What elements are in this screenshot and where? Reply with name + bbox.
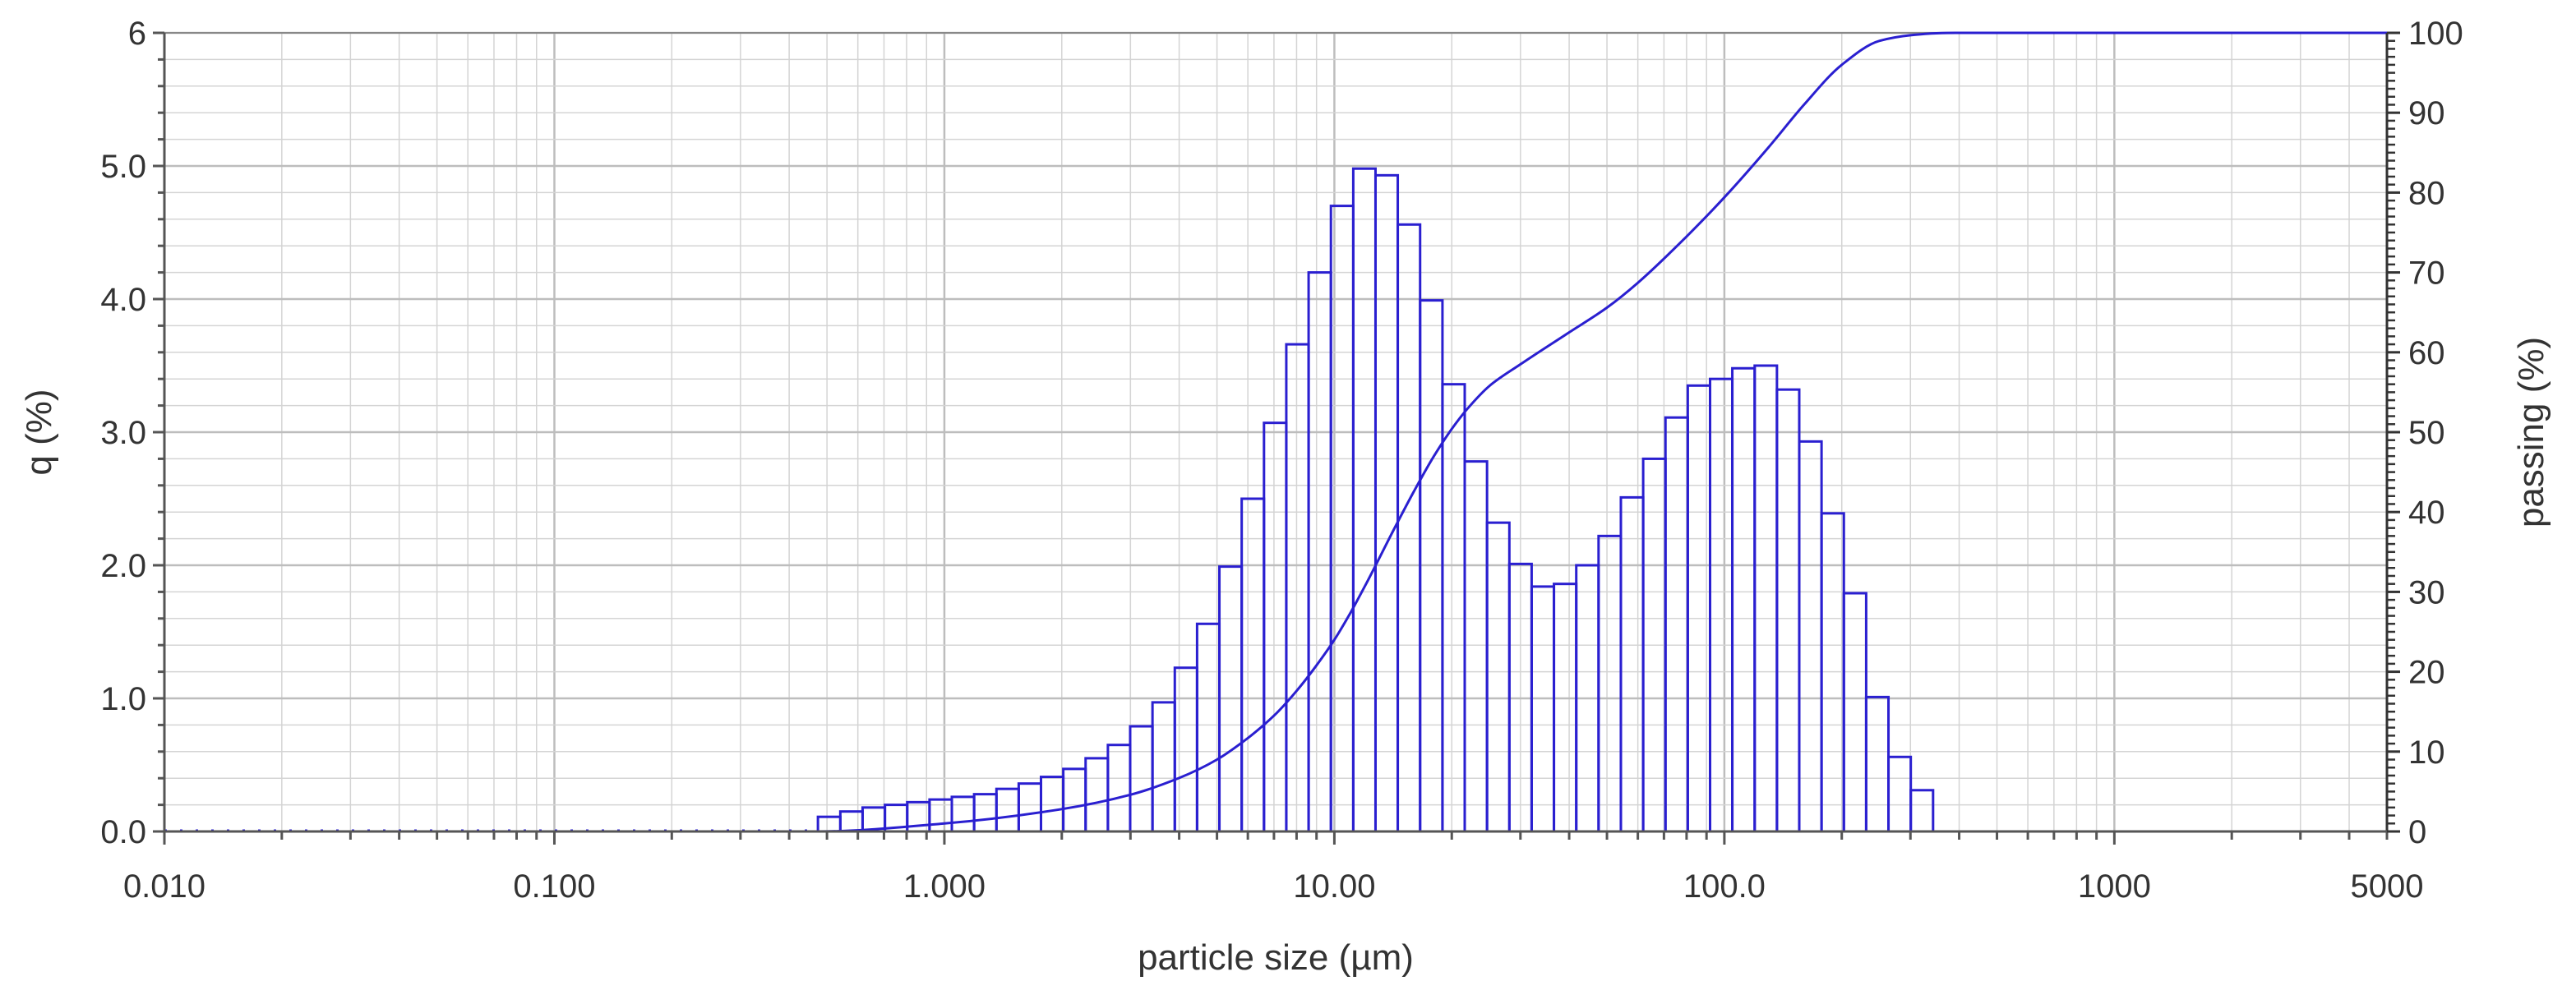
y-left-tick-label: 2.0 — [100, 548, 146, 584]
cumulative-line — [164, 31, 2387, 833]
y-left-tick-label: 1.0 — [100, 681, 146, 717]
histogram-bar — [1373, 173, 1400, 833]
y-left-tick-label: 3.0 — [100, 415, 146, 451]
x-tick-label: 100.0 — [1683, 868, 1766, 905]
histogram-bar — [1864, 695, 1890, 833]
y-right-tick-label: 70 — [2408, 256, 2445, 292]
histogram-bar — [816, 815, 842, 833]
x-tick-label: 5000 — [2351, 868, 2424, 905]
passing-curve — [164, 31, 2387, 833]
histogram-bar — [1664, 416, 1689, 833]
histogram-bar — [1909, 789, 1935, 833]
y-right-tick-label: 20 — [2408, 655, 2445, 691]
histogram-bar — [950, 795, 976, 833]
histogram-bar — [1039, 776, 1065, 833]
histogram-bar — [1842, 592, 1867, 833]
y-left-tick-label: 6 — [128, 16, 146, 52]
y-left-tick-label: 4.0 — [100, 282, 146, 318]
histogram-bars — [164, 167, 1935, 833]
histogram-bar — [1709, 377, 1734, 833]
histogram-bar — [1553, 583, 1578, 833]
y-right-tick-label: 100 — [2408, 16, 2463, 52]
y-right-tick-label: 0 — [2408, 814, 2426, 850]
histogram-bar — [1775, 388, 1801, 833]
x-tick-label: 1000 — [2078, 868, 2151, 905]
histogram-bar — [1597, 534, 1623, 833]
histogram-bar — [972, 793, 998, 833]
x-tick-label: 1.000 — [903, 868, 986, 905]
histogram-bar — [995, 787, 1020, 833]
histogram-bar — [1173, 666, 1198, 833]
histogram-bar — [1084, 757, 1110, 833]
x-axis-title: particle size (µm) — [1138, 937, 1414, 978]
axes-layer — [153, 31, 2400, 845]
y-right-tick-label: 30 — [2408, 574, 2445, 610]
histogram-bar — [1731, 366, 1757, 833]
histogram-bar — [1307, 271, 1332, 833]
histogram-bar — [1820, 512, 1845, 833]
x-tick-label: 0.010 — [123, 868, 205, 905]
histogram-bar — [1106, 744, 1132, 833]
y-left-tick-label: 5.0 — [100, 149, 146, 185]
histogram-bar — [1887, 755, 1913, 833]
histogram-bar — [1351, 167, 1377, 833]
y-right-tick-label: 80 — [2408, 175, 2445, 211]
histogram-bar — [1195, 622, 1221, 833]
histogram-bar — [1396, 223, 1422, 833]
histogram-bar — [1530, 585, 1556, 833]
grid-layer — [163, 31, 2388, 833]
y-right-tick-label: 90 — [2408, 95, 2445, 131]
x-tick-label: 10.00 — [1293, 868, 1375, 905]
y-right-tick-label: 40 — [2408, 495, 2445, 531]
histogram-bar — [1017, 782, 1042, 833]
histogram-bar — [1485, 521, 1511, 833]
y-left-tick-label: 0.0 — [100, 814, 146, 850]
histogram-bar — [1753, 364, 1779, 833]
histogram-bar — [1263, 421, 1288, 833]
histogram-bar — [1129, 725, 1154, 833]
histogram-bar — [1285, 343, 1310, 833]
y-right-axis-title: passing (%) — [2511, 337, 2551, 527]
histogram-bar — [1798, 440, 1823, 833]
histogram-bar — [1463, 460, 1489, 833]
y-left-axis-title: q (%) — [19, 389, 59, 475]
y-right-tick-label: 50 — [2408, 415, 2445, 451]
tick-labels: 0.010 0.100 1.000 10.00 100.0 1000 50000.01.02… — [100, 16, 2463, 905]
histogram-bar — [1151, 701, 1176, 833]
histogram-bar — [1441, 383, 1466, 833]
y-right-tick-label: 10 — [2408, 735, 2445, 771]
histogram-bar — [1240, 497, 1266, 833]
histogram-bar — [838, 810, 864, 833]
x-tick-label: 0.100 — [513, 868, 595, 905]
histogram-bar — [1619, 495, 1645, 833]
y-right-tick-label: 60 — [2408, 335, 2445, 371]
